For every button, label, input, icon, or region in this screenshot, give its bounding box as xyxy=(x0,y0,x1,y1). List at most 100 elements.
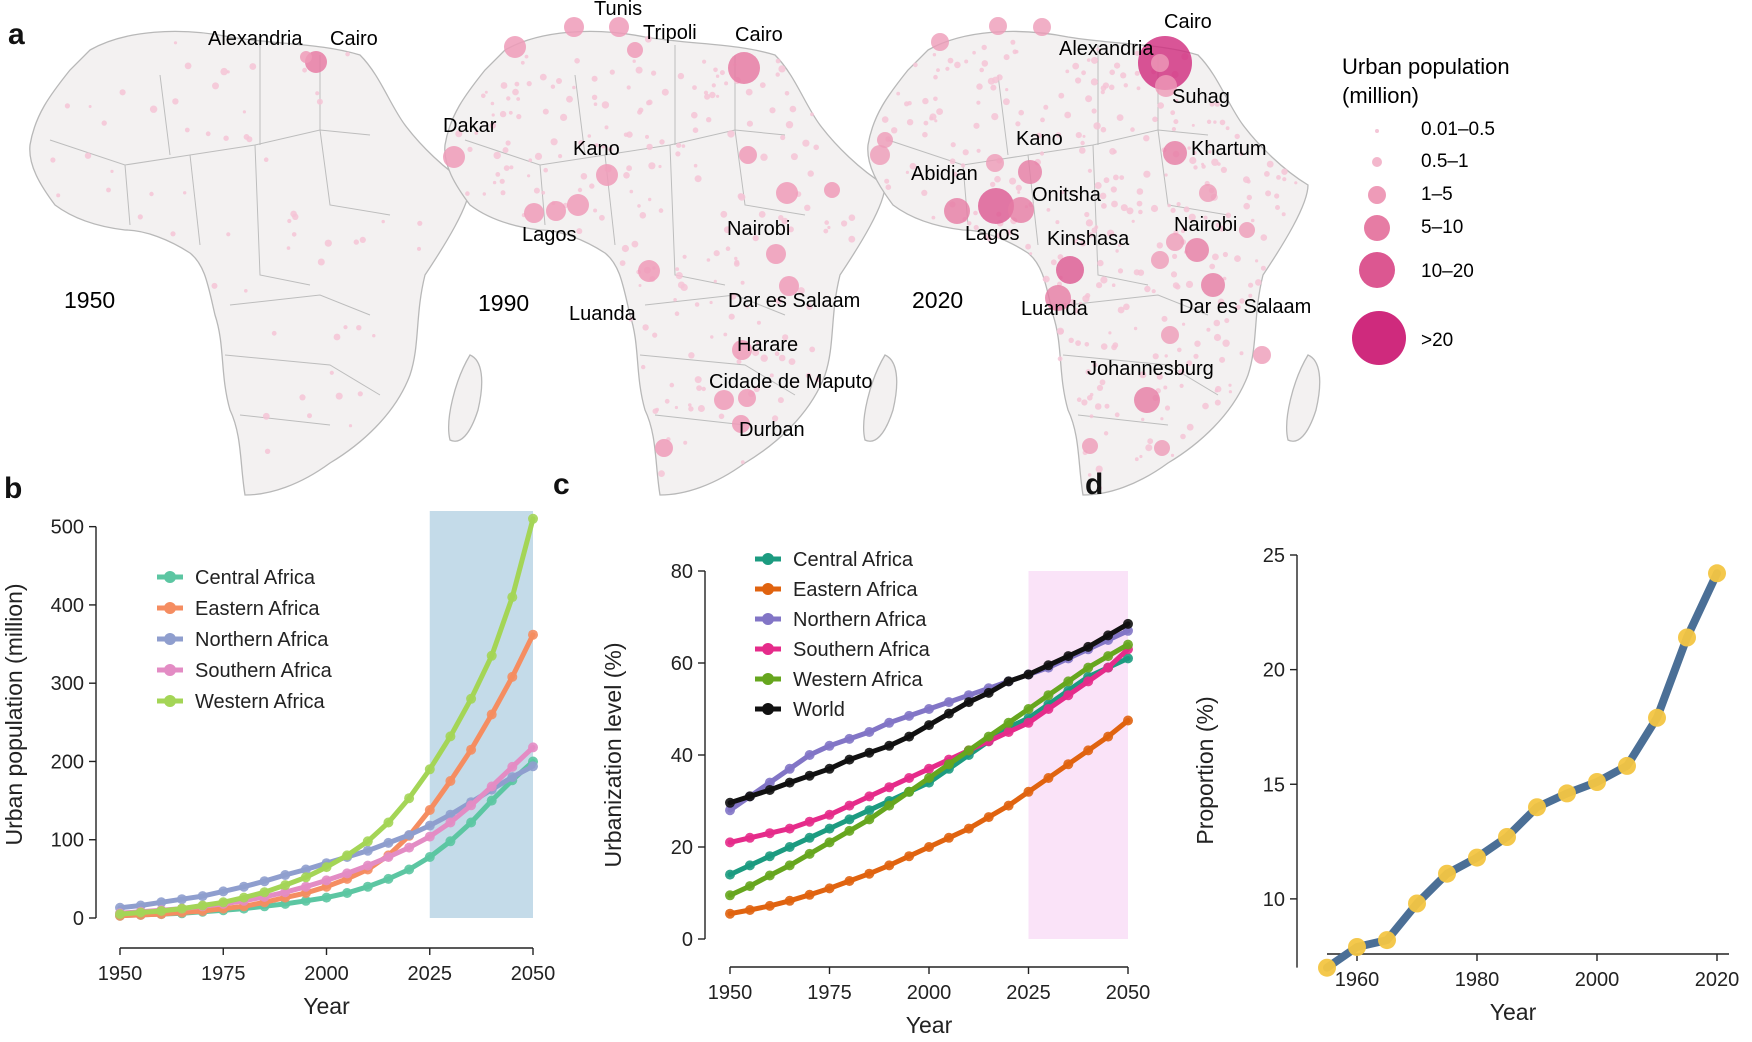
legend-label: Southern Africa xyxy=(793,639,931,661)
urban-dot xyxy=(1114,62,1121,69)
city-marker xyxy=(870,145,890,165)
urban-dot xyxy=(1222,276,1227,281)
urban-dot xyxy=(635,66,643,74)
legend-swatch-dot xyxy=(164,602,176,614)
city-label: Cairo xyxy=(1164,11,1212,33)
urban-dot xyxy=(1192,151,1197,155)
urban-dot xyxy=(1057,356,1063,362)
urban-dot xyxy=(1222,251,1228,258)
panel-b: b 0 100 200 300 400 500 1950 1975 2000 2025 2050 Ye… xyxy=(1,472,555,1019)
urban-dot xyxy=(1228,383,1232,387)
urban-dot xyxy=(1091,108,1097,114)
urban-dot xyxy=(1123,83,1128,88)
urban-dot xyxy=(119,89,126,96)
data-point xyxy=(1083,662,1094,673)
urban-dot xyxy=(287,218,292,224)
city-marker xyxy=(596,164,618,186)
legend-label: Western Africa xyxy=(195,691,326,713)
data-point xyxy=(1083,676,1094,687)
data-point xyxy=(1063,759,1074,770)
legend-swatch-dot xyxy=(164,633,176,645)
urban-dot xyxy=(1201,162,1205,166)
urban-dot xyxy=(962,149,969,156)
urban-dot xyxy=(149,105,158,113)
urban-dot xyxy=(807,170,814,177)
urban-dot xyxy=(589,183,595,189)
urban-dot xyxy=(694,376,702,384)
data-point xyxy=(884,717,895,728)
data-point xyxy=(135,907,146,918)
data-point xyxy=(844,733,855,744)
urban-dot xyxy=(64,103,70,109)
urban-dot xyxy=(1219,119,1226,126)
urban-dot xyxy=(223,135,229,141)
urban-dot xyxy=(688,403,692,407)
urban-dot xyxy=(1214,101,1221,107)
urban-dot xyxy=(881,116,889,123)
urban-dot xyxy=(1111,283,1116,288)
urban-dot xyxy=(1099,192,1107,200)
urban-dot xyxy=(658,470,665,477)
urban-dot xyxy=(774,351,780,357)
urban-dot xyxy=(1055,132,1062,138)
data-point xyxy=(943,832,954,843)
x-tick-label: 2000 xyxy=(304,963,349,985)
data-point xyxy=(804,832,815,843)
data-point xyxy=(744,860,755,871)
data-point xyxy=(844,800,855,811)
urban-dot xyxy=(1118,243,1122,247)
urban-dot xyxy=(1234,133,1240,140)
urban-dot xyxy=(647,99,653,106)
series-line xyxy=(1323,569,1721,972)
legend-swatch-dot xyxy=(762,703,774,715)
urban-dot xyxy=(1084,342,1090,347)
urban-dot xyxy=(1209,263,1216,270)
urban-dot xyxy=(184,62,192,70)
city-marker xyxy=(732,415,750,433)
urban-dot xyxy=(1180,228,1186,234)
urban-dot xyxy=(1215,385,1222,393)
data-point xyxy=(983,812,994,823)
data-point xyxy=(884,740,895,751)
chart-c: 0 20 40 60 80 1950 1975 2000 2025 2050 Year Urbaniz… xyxy=(600,549,1150,1038)
urban-dot xyxy=(715,74,720,78)
urban-dot xyxy=(574,58,580,64)
urban-dot xyxy=(329,370,334,375)
city-marker xyxy=(564,17,584,37)
y-tick-label: 0 xyxy=(682,929,693,951)
urban-dot xyxy=(467,146,473,152)
y-tick-label: 80 xyxy=(671,561,693,583)
city-marker xyxy=(1008,197,1034,223)
city-marker xyxy=(989,17,1007,35)
data-point xyxy=(1123,618,1133,629)
urban-dot xyxy=(675,151,681,157)
series-eastern-africa xyxy=(725,715,1133,919)
urban-dot xyxy=(1156,242,1163,249)
urban-dot xyxy=(746,120,753,127)
urban-dot xyxy=(578,140,584,146)
urban-dot xyxy=(709,300,713,305)
data-point xyxy=(864,814,875,825)
urban-dot xyxy=(1134,70,1140,76)
data-point xyxy=(864,747,875,758)
legend-circle xyxy=(1359,252,1395,288)
urban-dot xyxy=(990,84,997,91)
urban-dot xyxy=(1239,151,1244,156)
urban-dot xyxy=(1225,126,1230,131)
legend-swatch-dot xyxy=(762,613,774,625)
map-year-label: 1950 xyxy=(64,287,115,313)
urban-dot xyxy=(676,142,682,148)
urban-dot xyxy=(1167,203,1171,208)
urban-dot xyxy=(1088,232,1094,238)
data-point xyxy=(321,875,332,886)
urban-dot xyxy=(417,220,423,226)
city-label: Cairo xyxy=(735,24,783,46)
africa-outline-1990 xyxy=(444,30,886,496)
data-point xyxy=(300,881,311,892)
data-point xyxy=(176,903,187,914)
legend-swatch-dot xyxy=(762,583,774,595)
city-marker xyxy=(1239,222,1255,238)
data-point xyxy=(280,870,291,880)
map-1990 xyxy=(444,30,898,496)
urban-dot xyxy=(1250,218,1255,223)
